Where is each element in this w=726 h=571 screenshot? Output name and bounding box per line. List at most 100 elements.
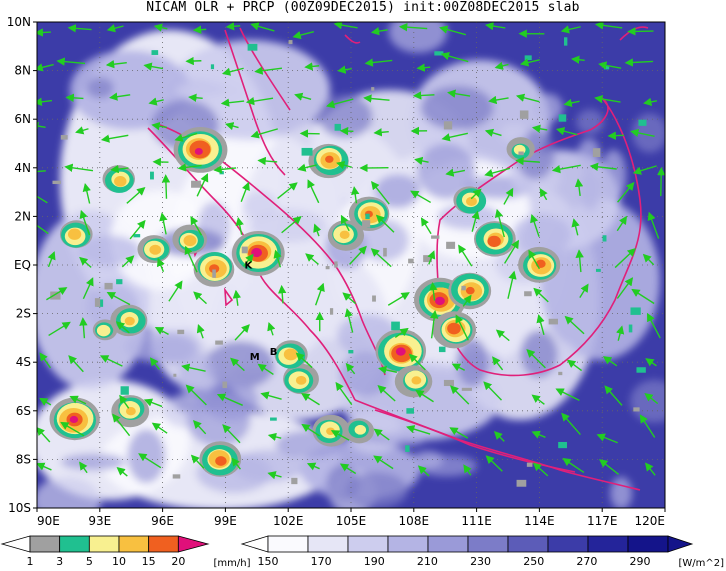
colorbar-tick-label: 190 [364,555,385,568]
wind-arrow [485,22,506,31]
precip-colorbar: 1 3 5 10 15 20 [mm/h] [0,535,251,569]
rain-speck [247,43,258,51]
cloud-patch [520,330,558,378]
wind-arrow [82,182,91,204]
wind-arrow [373,128,389,137]
cloud-patch [579,170,601,211]
wind-arrow [349,245,367,265]
rain-cell [447,322,461,335]
lon-tick-label: 117E [587,514,618,528]
wind-arrow [656,166,665,197]
rain-cell [487,235,501,248]
wind-arrow [106,291,131,306]
wind-arrow [301,393,320,406]
wind-arrow [129,219,146,240]
wind-arrow [159,212,168,235]
rain-speck [210,64,215,70]
wind-arrow [336,161,353,170]
wind-arrow [492,356,504,371]
wind-arrow [297,163,317,172]
wind-arrow [342,292,357,305]
rain-speck [438,346,446,353]
wind-arrow [647,211,660,239]
wind-arrow [153,23,168,32]
rain-speck [288,40,293,45]
colorbar-tick-label: 270 [576,555,597,568]
precipitation-field [49,37,647,487]
wind-arrow [192,420,207,435]
wind-arrow [148,97,164,106]
cloud-patch [600,149,627,202]
wind-arrow [370,248,392,268]
colorbar-swatch [427,535,469,553]
wind-arrow [463,464,472,476]
wind-arrow [503,239,520,264]
colorbar-swatch [88,535,120,553]
wind-arrow [417,465,430,477]
wind-arrow [427,250,436,265]
wind-arrow [564,315,585,335]
wind-arrow [340,214,350,232]
wind-arrow [273,249,282,268]
wind-arrow [277,182,298,199]
lon-tick-label: 105E [336,514,367,528]
wind-arrow [181,363,206,372]
wind-arrow [304,62,320,71]
rain-speck [405,445,410,452]
rain-cell [465,286,475,295]
wind-arrow [46,287,68,301]
lon-tick-label: 96E [151,514,174,528]
cloud-patch [387,429,426,446]
wind-arrow [190,215,203,236]
colorbar-swatch [347,535,389,553]
wind-arrow [485,455,503,472]
wind-arrow [234,324,250,341]
wind-arrow [644,462,656,476]
wind-arrow [493,431,505,442]
rain-speck [408,258,414,264]
wind-arrow [79,209,91,236]
rain-speck [334,261,338,268]
rain-speck [516,479,527,487]
wind-arrow [37,426,51,443]
colorbar-tick-label: 150 [258,555,279,568]
wind-arrow [599,459,619,475]
wind-arrow [184,245,198,273]
rain-speck [113,405,119,414]
rain-speck [50,291,61,300]
wind-arrow [344,308,354,333]
wind-arrow [37,170,46,173]
wind-arrow [306,462,320,471]
rain-speck [150,171,154,180]
cloud-patch [186,392,251,447]
wind-arrow [462,294,472,307]
colorbar-swatch [148,535,179,553]
wind-arrow [455,314,469,341]
wind-arrow [370,27,388,36]
wind-arrow [594,22,623,30]
wind-arrow [394,327,409,339]
lon-tick-label: 108E [399,514,430,528]
wind-arrow [154,327,169,335]
cloud-patch [420,85,494,131]
wind-arrow [37,63,54,72]
wind-arrow [39,397,52,406]
wind-arrow [305,253,319,265]
wind-arrow [594,94,621,104]
wind-arrow [326,98,354,109]
wind-arrow [213,165,237,174]
wind-arrow [531,394,545,405]
wind-arrow [75,126,89,135]
cloud-patch [205,341,275,389]
wind-arrow [555,388,580,402]
wind-arrow [451,363,465,372]
wind-arrow [79,256,92,268]
wind-arrow [149,357,160,370]
wind-arrow [216,393,243,406]
wind-arrow [151,122,167,131]
cloud-patch [533,93,563,123]
wind-arrow [639,414,656,438]
rain-cell [69,415,79,424]
rain-speck [133,234,141,238]
wind-arrow [188,93,203,102]
